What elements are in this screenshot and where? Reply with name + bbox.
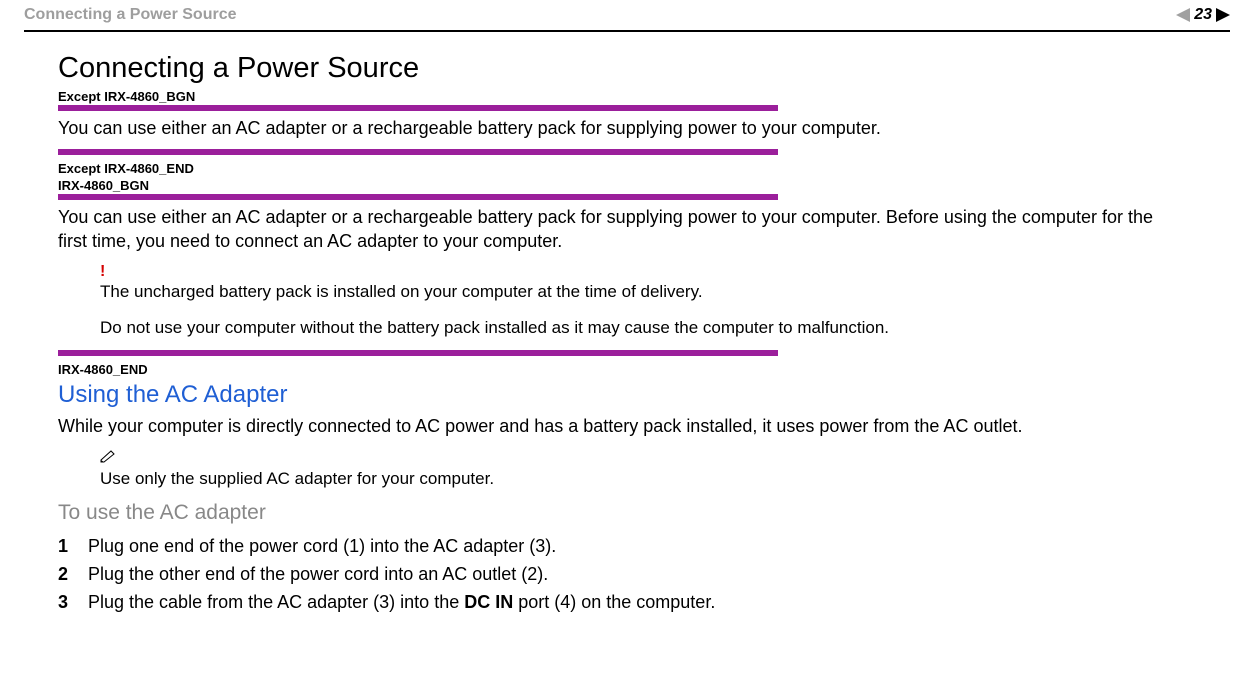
page-nav: 23 bbox=[1176, 6, 1230, 24]
divider-bar bbox=[58, 194, 778, 200]
step-text: Plug one end of the power cord (1) into … bbox=[88, 536, 556, 556]
next-page-arrow-icon[interactable] bbox=[1216, 8, 1230, 22]
page-content: Connecting a Power Source Except IRX-486… bbox=[0, 32, 1240, 616]
step-text: Plug the other end of the power cord int… bbox=[88, 564, 548, 584]
body-paragraph: You can use either an AC adapter or a re… bbox=[58, 206, 1182, 254]
body-paragraph: You can use either an AC adapter or a re… bbox=[58, 117, 1182, 141]
task-heading: To use the AC adapter bbox=[58, 501, 1182, 525]
step-text-pre: Plug the cable from the AC adapter (3) i… bbox=[88, 592, 464, 612]
conditional-tag: IRX-4860_BGN bbox=[58, 178, 1182, 193]
conditional-tag: Except IRX-4860_END bbox=[58, 161, 1182, 176]
page-number: 23 bbox=[1194, 6, 1212, 24]
step-item: Plug one end of the power cord (1) into … bbox=[58, 533, 1182, 561]
note-text: Do not use your computer without the bat… bbox=[100, 317, 1182, 338]
caution-icon: ! bbox=[100, 263, 1182, 281]
tip-text: Use only the supplied AC adapter for you… bbox=[100, 468, 1182, 489]
note-text: The uncharged battery pack is installed … bbox=[100, 281, 1182, 302]
pencil-icon bbox=[100, 449, 118, 463]
prev-page-arrow-icon[interactable] bbox=[1176, 8, 1190, 22]
divider-bar bbox=[58, 350, 778, 356]
step-list: Plug one end of the power cord (1) into … bbox=[58, 533, 1182, 617]
section-heading: Using the AC Adapter bbox=[58, 381, 1182, 409]
step-item: Plug the cable from the AC adapter (3) i… bbox=[58, 589, 1182, 617]
step-text-post: port (4) on the computer. bbox=[513, 592, 715, 612]
body-paragraph: While your computer is directly connecte… bbox=[58, 415, 1182, 439]
page-title: Connecting a Power Source bbox=[58, 52, 1182, 85]
step-text-bold: DC IN bbox=[464, 592, 513, 612]
breadcrumb: Connecting a Power Source bbox=[24, 6, 236, 24]
divider-bar bbox=[58, 105, 778, 111]
tip-note: Use only the supplied AC adapter for you… bbox=[100, 449, 1182, 489]
step-item: Plug the other end of the power cord int… bbox=[58, 561, 1182, 589]
conditional-tag: IRX-4860_END bbox=[58, 362, 1182, 377]
caution-note: ! The uncharged battery pack is installe… bbox=[100, 263, 1182, 338]
divider-bar bbox=[58, 149, 778, 155]
conditional-tag: Except IRX-4860_BGN bbox=[58, 89, 1182, 104]
page-header: Connecting a Power Source 23 bbox=[0, 0, 1240, 24]
